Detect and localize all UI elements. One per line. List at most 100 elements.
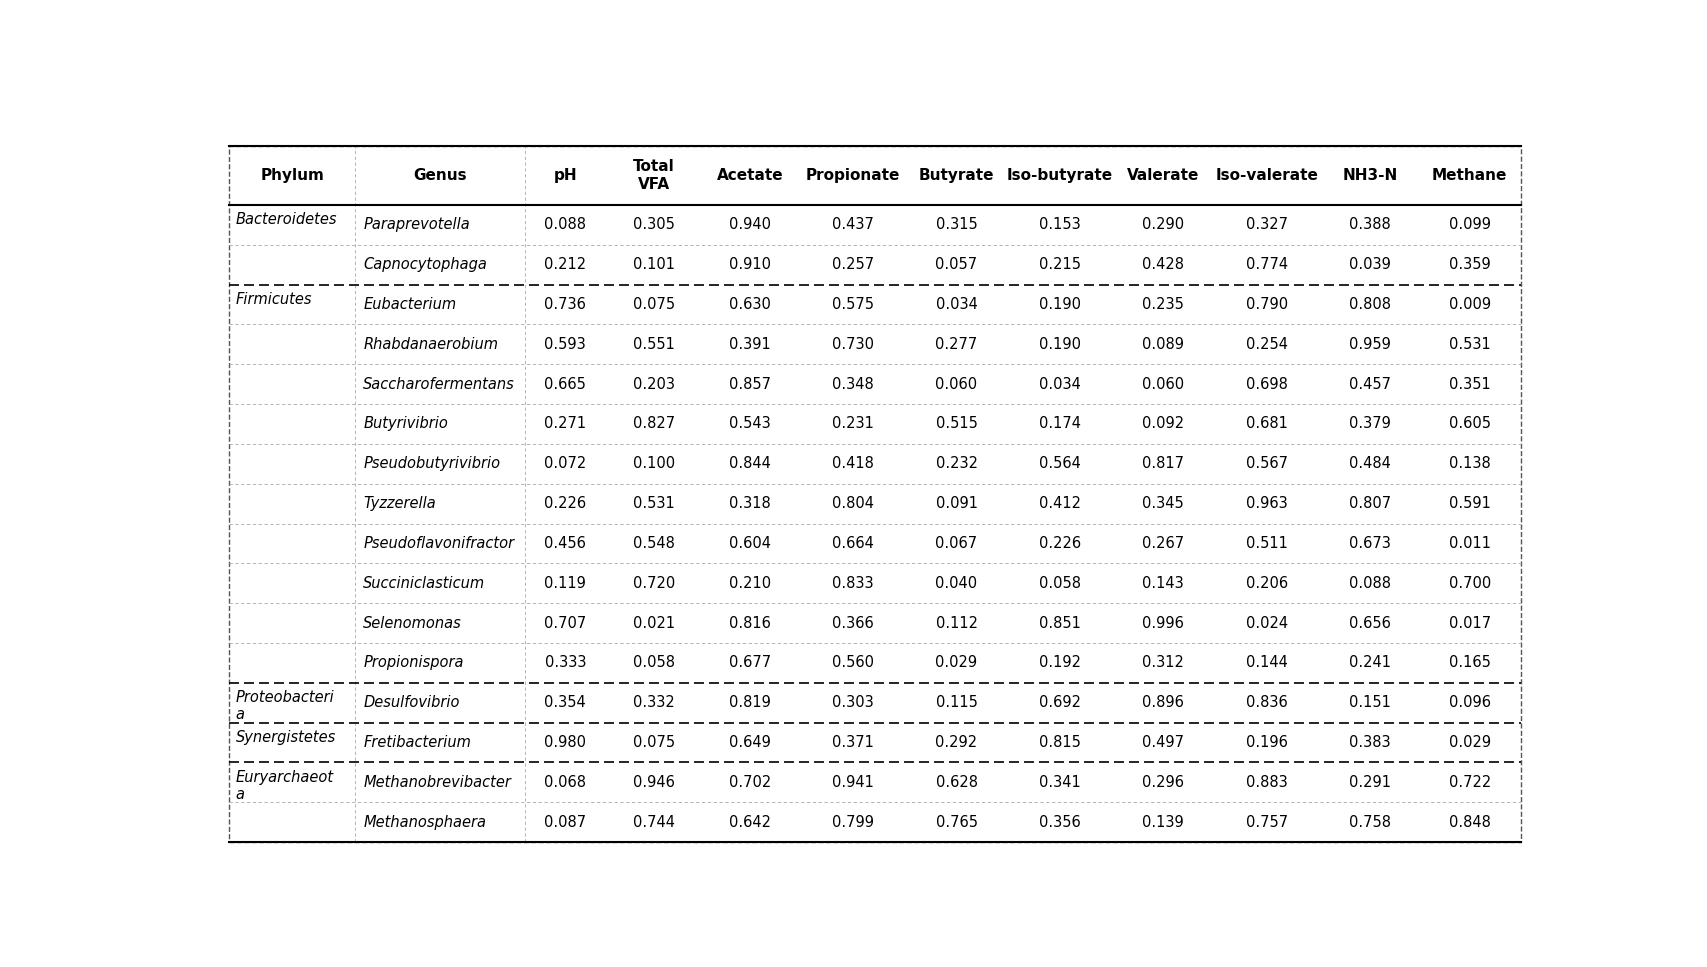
Text: pH: pH: [553, 168, 577, 183]
Text: 0.681: 0.681: [1244, 417, 1287, 431]
Text: 0.428: 0.428: [1142, 257, 1183, 273]
Text: 0.664: 0.664: [831, 536, 874, 551]
Text: 0.196: 0.196: [1244, 735, 1287, 750]
Text: Propionate: Propionate: [806, 168, 900, 183]
Text: 0.437: 0.437: [831, 218, 874, 232]
Text: Propionispora: Propionispora: [364, 656, 464, 670]
Text: 0.827: 0.827: [632, 417, 674, 431]
Text: 0.226: 0.226: [1038, 536, 1081, 551]
Text: Pseudoflavonifractor: Pseudoflavonifractor: [364, 536, 514, 551]
Text: Capnocytophaga: Capnocytophaga: [364, 257, 486, 273]
Text: 0.963: 0.963: [1244, 496, 1287, 512]
Text: 0.060: 0.060: [935, 377, 976, 392]
Text: 0.736: 0.736: [545, 297, 586, 312]
Text: 0.254: 0.254: [1244, 337, 1287, 352]
Text: 0.946: 0.946: [633, 775, 674, 790]
Text: 0.551: 0.551: [633, 337, 674, 352]
Text: 0.359: 0.359: [1448, 257, 1490, 273]
Text: 0.851: 0.851: [1038, 616, 1081, 630]
Text: 0.190: 0.190: [1038, 297, 1081, 312]
Text: 0.143: 0.143: [1142, 575, 1183, 591]
Text: 0.543: 0.543: [729, 417, 770, 431]
Text: 0.804: 0.804: [831, 496, 874, 512]
Text: Synergistetes: Synergistetes: [236, 730, 336, 745]
Text: 0.774: 0.774: [1244, 257, 1287, 273]
Text: 0.707: 0.707: [545, 616, 586, 630]
Text: 0.744: 0.744: [633, 814, 674, 830]
Text: 0.371: 0.371: [831, 735, 874, 750]
Text: 0.034: 0.034: [935, 297, 976, 312]
Text: 0.910: 0.910: [729, 257, 770, 273]
Text: 0.017: 0.017: [1448, 616, 1490, 630]
Text: 0.497: 0.497: [1142, 735, 1183, 750]
Text: 0.232: 0.232: [935, 456, 976, 471]
Text: 0.857: 0.857: [729, 377, 770, 392]
Text: 0.702: 0.702: [729, 775, 770, 790]
Text: Methane: Methane: [1430, 168, 1507, 183]
Text: Firmicutes: Firmicutes: [236, 292, 312, 307]
Text: Paraprevotella: Paraprevotella: [364, 218, 469, 232]
Text: 0.257: 0.257: [831, 257, 874, 273]
Text: 0.303: 0.303: [831, 695, 874, 710]
Text: 0.139: 0.139: [1142, 814, 1183, 830]
Text: 0.058: 0.058: [633, 656, 674, 670]
Text: 0.292: 0.292: [935, 735, 976, 750]
Text: 0.351: 0.351: [1448, 377, 1490, 392]
Text: 0.203: 0.203: [633, 377, 674, 392]
Text: 0.692: 0.692: [1038, 695, 1081, 710]
Text: 0.092: 0.092: [1142, 417, 1183, 431]
Text: 0.560: 0.560: [831, 656, 874, 670]
Text: 0.348: 0.348: [831, 377, 874, 392]
Text: 0.075: 0.075: [632, 735, 674, 750]
Text: 0.833: 0.833: [831, 575, 874, 591]
Text: 0.548: 0.548: [633, 536, 674, 551]
Text: 0.296: 0.296: [1142, 775, 1183, 790]
Text: 0.593: 0.593: [545, 337, 586, 352]
Text: 0.075: 0.075: [632, 297, 674, 312]
Text: Fretibacterium: Fretibacterium: [364, 735, 471, 750]
Text: 0.271: 0.271: [545, 417, 586, 431]
Text: Genus: Genus: [413, 168, 466, 183]
Text: 0.024: 0.024: [1244, 616, 1287, 630]
Text: 0.941: 0.941: [831, 775, 874, 790]
Text: 0.799: 0.799: [831, 814, 874, 830]
Text: 0.029: 0.029: [935, 656, 976, 670]
Text: 0.816: 0.816: [729, 616, 770, 630]
Text: 0.940: 0.940: [729, 218, 770, 232]
Text: 0.807: 0.807: [1349, 496, 1389, 512]
Text: Phylum: Phylum: [259, 168, 324, 183]
Text: 0.883: 0.883: [1244, 775, 1287, 790]
Text: 0.100: 0.100: [632, 456, 674, 471]
Text: 0.267: 0.267: [1142, 536, 1183, 551]
Text: 0.290: 0.290: [1142, 218, 1183, 232]
Text: 0.068: 0.068: [545, 775, 586, 790]
Text: 0.673: 0.673: [1349, 536, 1389, 551]
Text: 0.345: 0.345: [1142, 496, 1183, 512]
Text: 0.765: 0.765: [935, 814, 976, 830]
Text: 0.700: 0.700: [1448, 575, 1490, 591]
Text: Iso-butyrate: Iso-butyrate: [1005, 168, 1113, 183]
Text: 0.312: 0.312: [1142, 656, 1183, 670]
Text: 0.040: 0.040: [935, 575, 976, 591]
Text: 0.241: 0.241: [1349, 656, 1389, 670]
Text: 0.327: 0.327: [1244, 218, 1287, 232]
Text: 0.511: 0.511: [1244, 536, 1287, 551]
Text: 0.009: 0.009: [1448, 297, 1490, 312]
Text: Selenomonas: Selenomonas: [364, 616, 463, 630]
Text: Methanosphaera: Methanosphaera: [364, 814, 486, 830]
Text: 0.029: 0.029: [1448, 735, 1490, 750]
Text: 0.087: 0.087: [545, 814, 586, 830]
Text: Saccharofermentans: Saccharofermentans: [364, 377, 516, 392]
Text: 0.215: 0.215: [1038, 257, 1081, 273]
Text: 0.089: 0.089: [1142, 337, 1183, 352]
Text: 0.088: 0.088: [1349, 575, 1389, 591]
Text: 0.808: 0.808: [1349, 297, 1389, 312]
Text: Methanobrevibacter: Methanobrevibacter: [364, 775, 510, 790]
Text: 0.112: 0.112: [935, 616, 976, 630]
Text: Iso-valerate: Iso-valerate: [1214, 168, 1318, 183]
Text: 0.192: 0.192: [1038, 656, 1081, 670]
Text: 0.604: 0.604: [729, 536, 770, 551]
Text: Euryarchaeot
a: Euryarchaeot a: [236, 770, 333, 802]
Text: 0.698: 0.698: [1244, 377, 1287, 392]
Text: 0.366: 0.366: [831, 616, 874, 630]
